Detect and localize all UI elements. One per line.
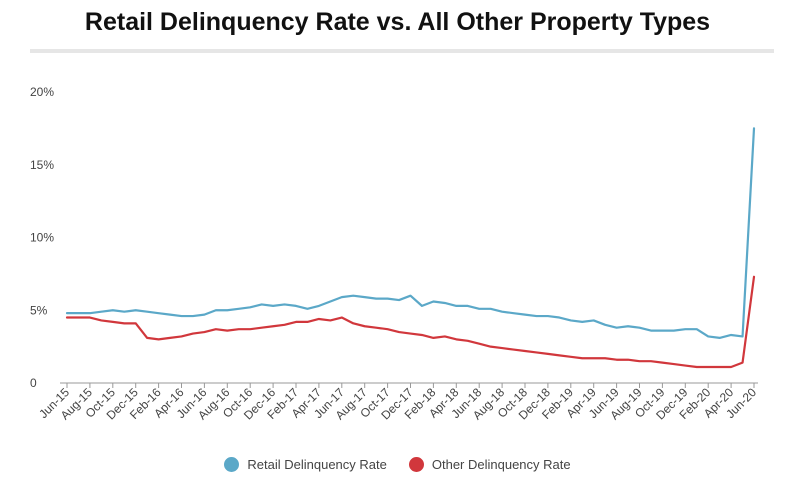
y-tick-label: 5% [30, 303, 48, 317]
legend-label-retail: Retail Delinquency Rate [247, 457, 387, 472]
y-tick-label: 0 [30, 376, 37, 390]
legend-item-other: Other Delinquency Rate [408, 457, 571, 472]
legend-label-other: Other Delinquency Rate [431, 457, 571, 472]
legend-swatch-retail [224, 457, 240, 472]
series-line-other [65, 275, 756, 369]
chart-title: Retail Delinquency Rate vs. All Other Pr… [84, 8, 711, 36]
y-tick-label: 20% [30, 85, 54, 99]
y-tick-label: 10% [30, 231, 54, 245]
legend-swatch-other [408, 457, 424, 472]
title-divider [30, 49, 774, 53]
chart-legend: Retail Delinquency Rate Other Delinquenc… [0, 457, 795, 472]
series-line-retail [65, 127, 756, 339]
legend-item-retail: Retail Delinquency Rate [224, 457, 387, 472]
y-tick-label: 15% [30, 158, 54, 172]
